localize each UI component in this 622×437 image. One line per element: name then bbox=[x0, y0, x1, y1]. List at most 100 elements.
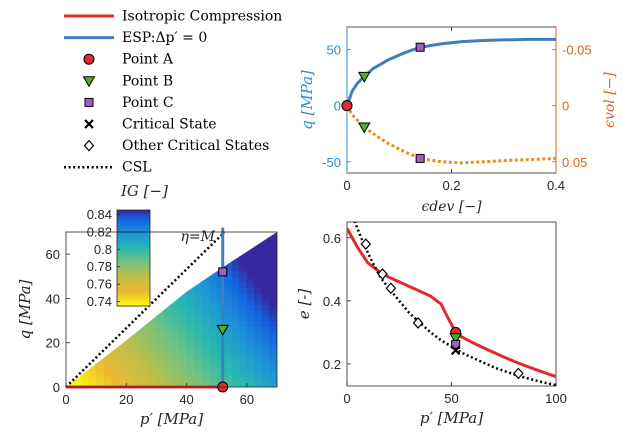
heatmap-cell bbox=[133, 309, 142, 316]
heatmap-cell bbox=[261, 265, 271, 272]
heatmap-cell bbox=[224, 298, 233, 305]
marker-other-critical bbox=[360, 238, 372, 250]
heatmap-cell bbox=[171, 265, 180, 272]
heatmap-cell bbox=[216, 348, 225, 355]
heatmap-cell bbox=[103, 326, 112, 333]
heatmap-cell bbox=[186, 364, 195, 371]
heatmap-cell bbox=[201, 342, 210, 349]
heatmap-cell bbox=[216, 292, 225, 300]
heatmap-cell bbox=[141, 331, 150, 338]
heatmap-cell bbox=[261, 287, 271, 294]
heatmap-cell bbox=[246, 375, 255, 383]
heatmap-cell bbox=[179, 309, 188, 316]
heatmap-cell bbox=[103, 309, 112, 316]
marker-vol-triangle bbox=[357, 122, 371, 134]
heatmap-cell bbox=[171, 298, 180, 305]
heatmap-cell bbox=[156, 370, 165, 377]
heatmap-cell bbox=[186, 342, 195, 349]
heatmap-cell bbox=[224, 309, 233, 316]
heatmap-cell bbox=[224, 287, 233, 294]
heatmap-cell bbox=[269, 342, 277, 349]
heatmap-cell bbox=[239, 315, 248, 322]
heatmap-cell bbox=[103, 364, 112, 371]
heatmap-cell bbox=[261, 375, 271, 383]
heatmap-cell bbox=[156, 276, 165, 283]
heatmap-cell bbox=[66, 270, 75, 277]
legend-label: Other Critical States bbox=[122, 138, 269, 154]
heatmap-cell bbox=[118, 370, 127, 377]
heatmap-cell bbox=[179, 375, 188, 383]
heatmap-cell bbox=[179, 292, 188, 300]
heatmap-cell bbox=[186, 348, 195, 355]
heatmap-cell bbox=[88, 337, 97, 344]
heatmap-cell bbox=[209, 342, 218, 349]
heatmap-cell bbox=[163, 237, 173, 244]
legend-label: Critical State bbox=[122, 117, 217, 133]
heatmap-cell bbox=[73, 292, 82, 300]
heatmap-cell bbox=[209, 375, 218, 383]
heatmap-cell bbox=[171, 353, 180, 360]
heatmap-cell bbox=[194, 309, 203, 316]
heatmap-cell bbox=[179, 287, 188, 294]
heatmap-cell bbox=[156, 337, 165, 344]
heatmap-cell bbox=[224, 265, 233, 272]
heatmap-cell bbox=[246, 298, 255, 305]
heatmap-cell bbox=[126, 353, 135, 360]
heatmap-cell bbox=[239, 337, 248, 344]
marker-square bbox=[218, 267, 228, 277]
heatmap-cell bbox=[148, 359, 158, 366]
heatmap-cell bbox=[156, 375, 165, 383]
heatmap-cell bbox=[73, 303, 82, 311]
heatmap-cell bbox=[216, 298, 225, 305]
heatmap-cell bbox=[171, 309, 180, 316]
heatmap-cell bbox=[111, 309, 120, 316]
colorbar-segment bbox=[117, 212, 150, 216]
legend-marker-triangle bbox=[82, 76, 96, 88]
heatmap-cell bbox=[81, 315, 90, 322]
heatmap-cell bbox=[66, 364, 75, 371]
heatmap-cell bbox=[163, 276, 173, 283]
heatmap-cell bbox=[111, 315, 120, 322]
y-tick-label-right: 0.05 bbox=[562, 155, 587, 170]
y-tick-label: 0.6 bbox=[323, 231, 341, 246]
colorbar-segment bbox=[117, 262, 150, 266]
heatmap-cell bbox=[171, 381, 180, 387]
heatmap-cell bbox=[156, 259, 165, 266]
heatmap-cell bbox=[231, 370, 240, 377]
colorbar-segment bbox=[117, 270, 150, 273]
colorbar-segment bbox=[117, 291, 150, 295]
heatmap-cell bbox=[269, 237, 277, 244]
heatmap-cell bbox=[224, 326, 233, 333]
heatmap-cell bbox=[148, 315, 158, 322]
marker-other-critical bbox=[513, 367, 524, 380]
heatmap-cell bbox=[231, 254, 240, 261]
heatmap-cell bbox=[231, 320, 240, 327]
heatmap-cell bbox=[88, 342, 97, 349]
heatmap-cell bbox=[209, 353, 218, 360]
heatmap-cell bbox=[171, 303, 180, 311]
heatmap-cell bbox=[179, 326, 188, 333]
heatmap-cell bbox=[194, 337, 203, 344]
heatmap-cell bbox=[239, 303, 248, 311]
heatmap-cell bbox=[269, 320, 277, 327]
heatmap-cell bbox=[269, 292, 277, 300]
x-tick-label: 0.2 bbox=[442, 178, 460, 193]
heatmap-cell bbox=[179, 353, 188, 360]
heatmap-cell bbox=[118, 309, 127, 316]
heatmap-cell bbox=[239, 232, 248, 239]
heatmap-cell bbox=[126, 337, 135, 344]
csl-line bbox=[65, 231, 226, 388]
heatmap-cell bbox=[261, 320, 271, 327]
heatmap-cell bbox=[66, 265, 75, 272]
heatmap-cell bbox=[186, 259, 195, 266]
heatmap-cell bbox=[73, 375, 82, 383]
heatmap-cell bbox=[224, 237, 233, 244]
heatmap-cell bbox=[163, 248, 173, 255]
heatmap-cell bbox=[156, 287, 165, 294]
heatmap-cell bbox=[216, 364, 225, 371]
heatmap-cell bbox=[66, 348, 75, 355]
heatmap-cell bbox=[156, 254, 165, 261]
heatmap-cell bbox=[231, 281, 240, 288]
heatmap-cell bbox=[224, 342, 233, 349]
heatmap-cell bbox=[239, 320, 248, 327]
